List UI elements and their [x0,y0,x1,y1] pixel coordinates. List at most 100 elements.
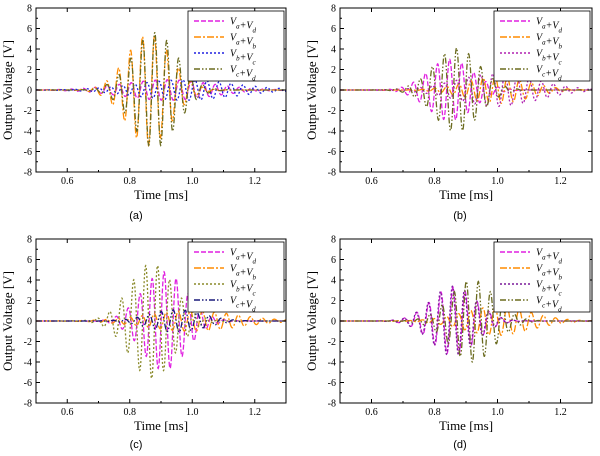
legend-label-cd: Vc+Vd [536,65,562,83]
x-tick-label: 1.0 [491,176,504,187]
panel-label: (a) [129,210,142,222]
y-tick-label: -4 [24,127,32,138]
x-tick-label: 0.8 [124,176,137,187]
y-tick-label: 8 [331,235,336,246]
y-axis-title: Output Voltage [V] [0,40,15,140]
y-tick-label: 4 [27,45,32,56]
y-tick-label: 8 [331,4,336,15]
x-tick-label: 1.0 [186,176,199,187]
y-tick-label: 2 [331,65,336,76]
y-tick-label: 6 [331,255,336,266]
y-tick-label: 4 [331,45,336,56]
y-tick-label: -2 [328,106,336,117]
legend-label-ab: Va+Vb [536,33,562,51]
y-tick-label: 2 [331,296,336,307]
y-tick-label: -4 [328,358,336,369]
legend-label-ad: Va+Vd [230,248,256,266]
legend-label-ab: Va+Vb [536,264,562,282]
y-tick-label: -8 [24,399,32,410]
y-tick-label: -6 [328,378,336,389]
legend-label-cd: Vc+Vd [230,65,256,83]
y-tick-label: 0 [27,86,32,97]
panel-d: -8 -6 -4 -2 0 2 4 6 8 0.6 0.8 1.0 1.2 Time [ms] Output… [304,235,593,451]
series-line-ad [36,79,286,101]
y-axis-title: Output Voltage [V] [0,271,15,371]
y-tick-label: -4 [328,127,336,138]
y-tick-label: 6 [27,255,32,266]
legend-label-ad: Va+Vd [230,17,256,35]
y-tick-label: -8 [328,399,336,410]
legend-label-cd: Vc+Vd [230,296,256,314]
x-tick-label: 1.2 [554,407,567,418]
x-axis-title: Time [ms] [134,187,188,202]
y-tick-label: 4 [27,276,32,287]
legend-box [493,10,591,82]
legend-label-ad: Va+Vd [536,248,562,266]
legend-box [187,241,285,313]
y-tick-label: 8 [27,4,32,15]
x-tick-label: 1.2 [249,407,262,418]
legend-label-bc: Vb+Vc [230,280,256,298]
series-line-cd [36,309,286,333]
y-tick-label: 0 [27,317,32,328]
y-tick-label: -2 [24,106,32,117]
y-axis-title: Output Voltage [V] [304,40,319,140]
x-axis-title: Time [ms] [134,418,188,433]
legend-label-ab: Va+Vb [230,264,256,282]
x-tick-label: 0.6 [365,176,378,187]
legend-label-bc: Vb+Vc [536,280,562,298]
legend-box [187,10,285,82]
panel-a: -8 -6 -4 -2 0 2 4 6 8 0.6 0.8 1.0 1.2 Time [ms] Output… [0,4,287,222]
y-tick-label: 0 [331,86,336,97]
y-tick-label: -8 [328,168,336,179]
x-tick-label: 0.8 [428,176,441,187]
x-tick-label: 0.6 [61,407,74,418]
series-line-bc [36,79,286,101]
y-tick-label: -2 [328,337,336,348]
x-axis-title: Time [ms] [439,418,493,433]
x-tick-label: 1.0 [491,407,504,418]
panel-c: -8 -6 -4 -2 0 2 4 6 8 0.6 0.8 1.0 1.2 Time [ms] Output… [0,235,287,451]
legend-label-ab: Va+Vb [230,33,256,51]
series-group [340,46,592,132]
y-tick-label: 6 [331,24,336,35]
series-line-cd [340,280,592,363]
y-tick-label: 4 [331,276,336,287]
series-group [340,280,592,363]
series-group [36,32,286,147]
y-tick-label: 2 [27,296,32,307]
y-axis-title: Output Voltage [V] [304,271,319,371]
y-tick-label: -2 [24,337,32,348]
panel-label: (b) [453,210,466,222]
y-tick-label: -6 [24,378,32,389]
x-tick-label: 1.2 [554,176,567,187]
x-tick-label: 0.6 [61,176,74,187]
legend-box [493,241,591,313]
x-tick-label: 0.8 [124,407,137,418]
y-tick-label: -4 [24,358,32,369]
panel-label: (d) [453,439,466,451]
series-line-cd [340,46,592,132]
x-tick-label: 1.2 [249,176,262,187]
y-tick-label: 0 [331,317,336,328]
panel-label: (c) [130,439,143,451]
y-tick-label: -8 [24,168,32,179]
series-group [36,264,286,380]
y-tick-label: -6 [24,147,32,158]
y-tick-label: 8 [27,235,32,246]
x-tick-label: 0.8 [428,407,441,418]
y-tick-label: -6 [328,147,336,158]
legend-label-cd: Vc+Vd [536,296,562,314]
y-tick-label: 2 [27,65,32,76]
legend-label-bc: Vb+Vc [536,49,562,67]
panel-b: -8 -6 -4 -2 0 2 4 6 8 0.6 0.8 1.0 1.2 Time [ms] Output… [304,4,593,222]
legend-label-bc: Vb+Vc [230,49,256,67]
x-tick-label: 0.6 [365,407,378,418]
legend-label-ad: Va+Vd [536,17,562,35]
series-line-cd [36,32,286,147]
